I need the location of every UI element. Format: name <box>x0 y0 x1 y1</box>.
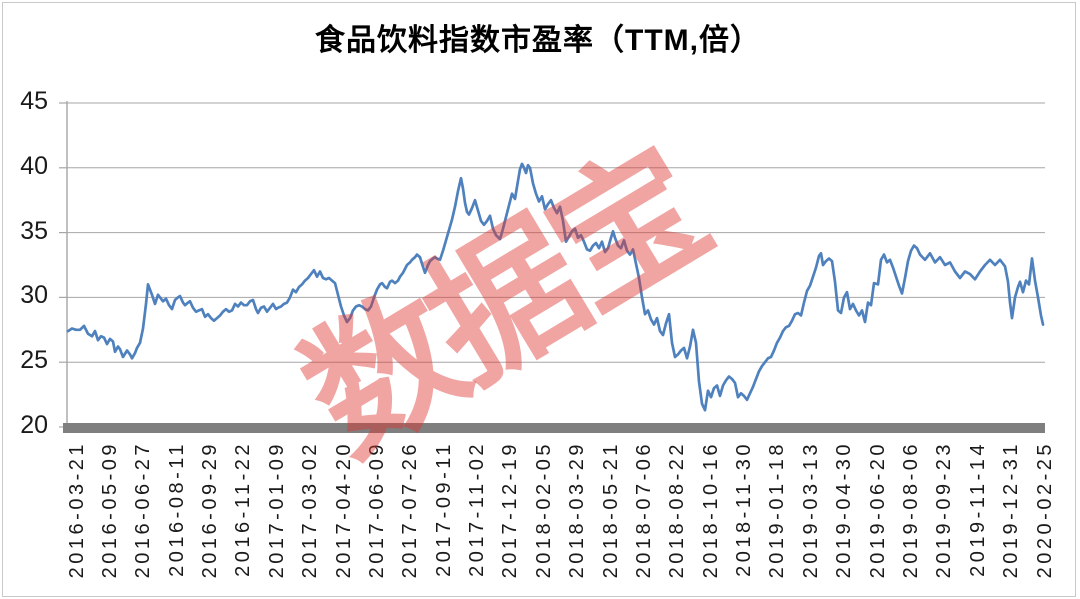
x-axis-label: 2018-08-22 <box>666 441 689 579</box>
x-axis-label: 2017-12-19 <box>499 441 522 579</box>
x-axis-label: 2016-11-22 <box>232 441 255 577</box>
x-axis-label: 2018-11-30 <box>733 441 756 577</box>
chart-title: 食品饮料指数市盈率（TTM,倍） <box>315 24 761 57</box>
x-axis-label: 2017-01-09 <box>265 441 288 579</box>
x-axis-label: 2017-11-02 <box>466 441 489 577</box>
x-axis-label: 2016-06-27 <box>132 441 155 579</box>
x-axis-label: 2017-06-09 <box>365 441 388 579</box>
x-axis-label: 2018-10-16 <box>699 441 722 579</box>
x-axis-label: 2016-05-09 <box>98 441 121 579</box>
x-axis-label: 2018-05-21 <box>599 441 622 579</box>
x-axis-label: 2018-02-05 <box>532 441 555 579</box>
x-axis-label: 2019-06-20 <box>866 441 889 579</box>
y-axis-label: 30 <box>20 281 48 310</box>
x-axis-label: 2017-07-26 <box>399 441 422 579</box>
x-axis-label: 2018-07-06 <box>632 441 655 579</box>
x-axis-label: 2020-02-25 <box>1033 441 1056 579</box>
y-axis-label: 35 <box>20 216 48 245</box>
y-axis-label: 25 <box>20 346 48 375</box>
x-axis-label: 2019-01-18 <box>766 441 789 579</box>
x-axis-label: 2019-08-06 <box>899 441 922 579</box>
y-axis-label: 20 <box>20 411 48 439</box>
x-axis-label: 2017-04-20 <box>332 441 355 579</box>
x-axis-label: 2016-03-21 <box>65 441 88 579</box>
y-axis-label: 45 <box>20 87 48 115</box>
x-axis-label: 2019-09-23 <box>933 441 956 579</box>
x-axis-label: 2019-11-14 <box>966 441 989 577</box>
x-axis-label: 2019-03-13 <box>799 441 822 579</box>
x-axis-label: 2019-04-30 <box>833 441 856 579</box>
x-axis-label: 2016-08-11 <box>165 441 188 577</box>
x-axis-label: 2016-09-29 <box>199 441 222 579</box>
pe-ttm-line-series <box>66 162 1045 412</box>
x-axis-label: 2017-03-02 <box>299 441 322 579</box>
x-axis-label: 2018-03-29 <box>566 441 589 579</box>
x-axis-label: 2017-09-11 <box>432 441 455 577</box>
y-axis-label: 40 <box>20 151 48 180</box>
x-axis-label: 2019-12-31 <box>1000 441 1023 579</box>
